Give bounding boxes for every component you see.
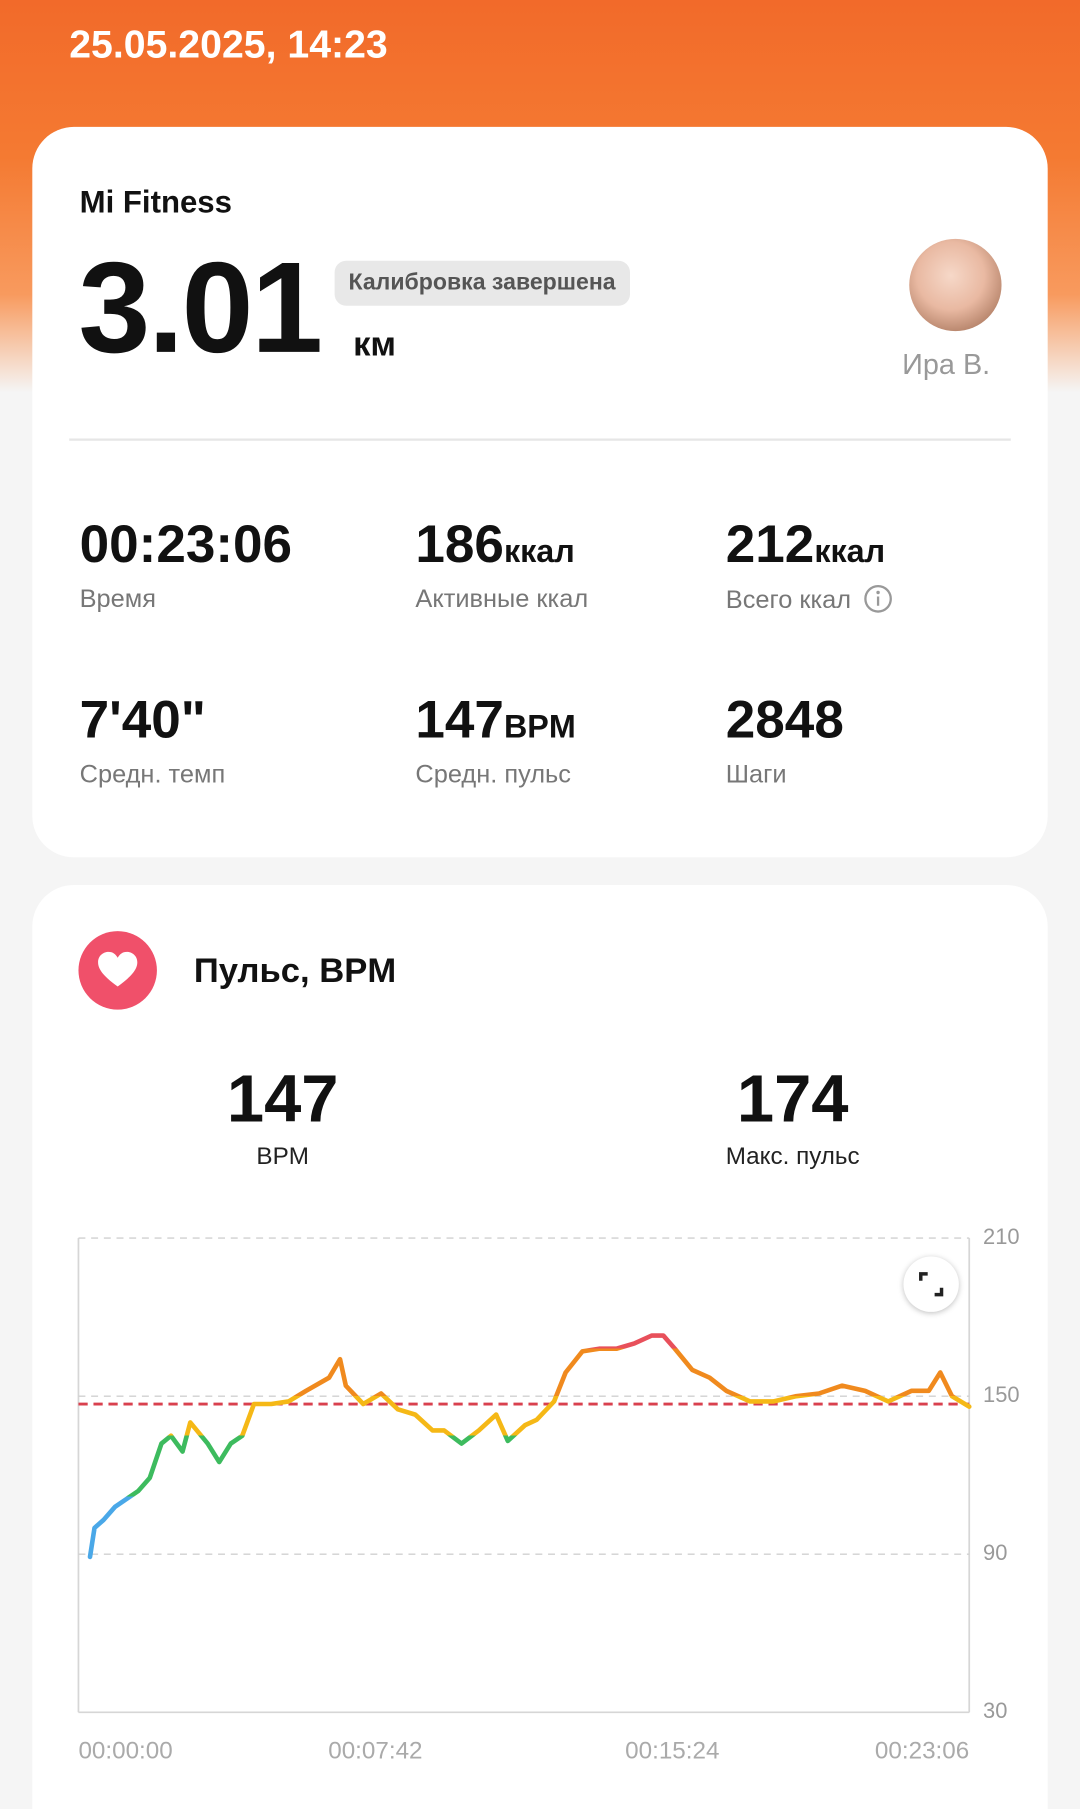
stat: 212ккал xyxy=(726,512,885,574)
distance: 3.01 xyxy=(78,235,323,380)
calibration-badge: Калибровка завершена xyxy=(334,260,630,306)
stat: 7'40" xyxy=(80,688,206,750)
stat-label: Средн. темп xyxy=(79,759,226,789)
max-pulse-label: Макс. пульс xyxy=(725,1143,860,1170)
max-pulse: 174 xyxy=(736,1061,849,1137)
stat: 00:23:06 xyxy=(80,512,292,574)
stat-value: 186 xyxy=(415,513,504,574)
y-tick-label: 30 xyxy=(983,1698,1007,1723)
stat-value: 7'40" xyxy=(79,688,206,749)
divider xyxy=(69,438,1011,441)
stat-label-text: Всего ккал xyxy=(725,584,852,614)
y-tick-label: 210 xyxy=(983,1224,1020,1249)
stat-value: 212 xyxy=(725,513,815,574)
stat-label: Активные ккал xyxy=(415,583,589,613)
pulse-line xyxy=(87,1333,972,1560)
info-icon[interactable] xyxy=(863,584,893,614)
stat-unit: BPM xyxy=(503,708,576,745)
expand-icon xyxy=(919,1272,944,1297)
x-tick-label: 00:00:00 xyxy=(78,1737,172,1764)
heart-icon xyxy=(98,951,138,987)
avatar[interactable] xyxy=(909,238,1002,332)
stat: 147BPM xyxy=(415,688,575,750)
expand-button[interactable] xyxy=(903,1256,959,1312)
stat-label: Средн. пульс xyxy=(415,759,571,789)
stat: 2848 xyxy=(726,688,844,750)
stat-label: Всего ккал xyxy=(726,584,893,615)
pulse-title: Пульс, BPM xyxy=(193,951,397,990)
y-tick-label: 90 xyxy=(983,1540,1007,1565)
x-tick-label: 00:15:24 xyxy=(625,1737,719,1764)
stat-label: Время xyxy=(79,583,156,613)
stat-value: 00:23:06 xyxy=(79,513,293,574)
heart-icon-bg xyxy=(78,931,157,1010)
x-tick-label: 00:23:06 xyxy=(875,1737,969,1764)
summary-card: Mi Fitness 3.01 Калибровка завершена км … xyxy=(32,126,1048,858)
x-tick-label: 00:07:42 xyxy=(328,1737,422,1764)
stat-unit: ккал xyxy=(503,533,575,569)
stat: 186ккал xyxy=(415,512,574,574)
distance-unit: км xyxy=(353,325,397,364)
pulse-card: Пульс, BPM 147 BPM 174 Макс. пульс xyxy=(32,884,1048,1809)
stat-label: Шаги xyxy=(725,759,787,789)
user-name: Ира В. xyxy=(902,348,991,381)
stat-value: 2848 xyxy=(725,688,844,749)
avg-pulse: 147 xyxy=(226,1061,339,1137)
y-tick-label: 150 xyxy=(983,1382,1020,1407)
stat-value: 147 xyxy=(415,688,504,749)
source: Mi Fitness xyxy=(79,184,232,220)
avg-pulse-label: BPM xyxy=(256,1143,309,1170)
stat-unit: ккал xyxy=(814,533,886,569)
workout-date: 25.05.2025, 14:23 xyxy=(69,23,388,67)
